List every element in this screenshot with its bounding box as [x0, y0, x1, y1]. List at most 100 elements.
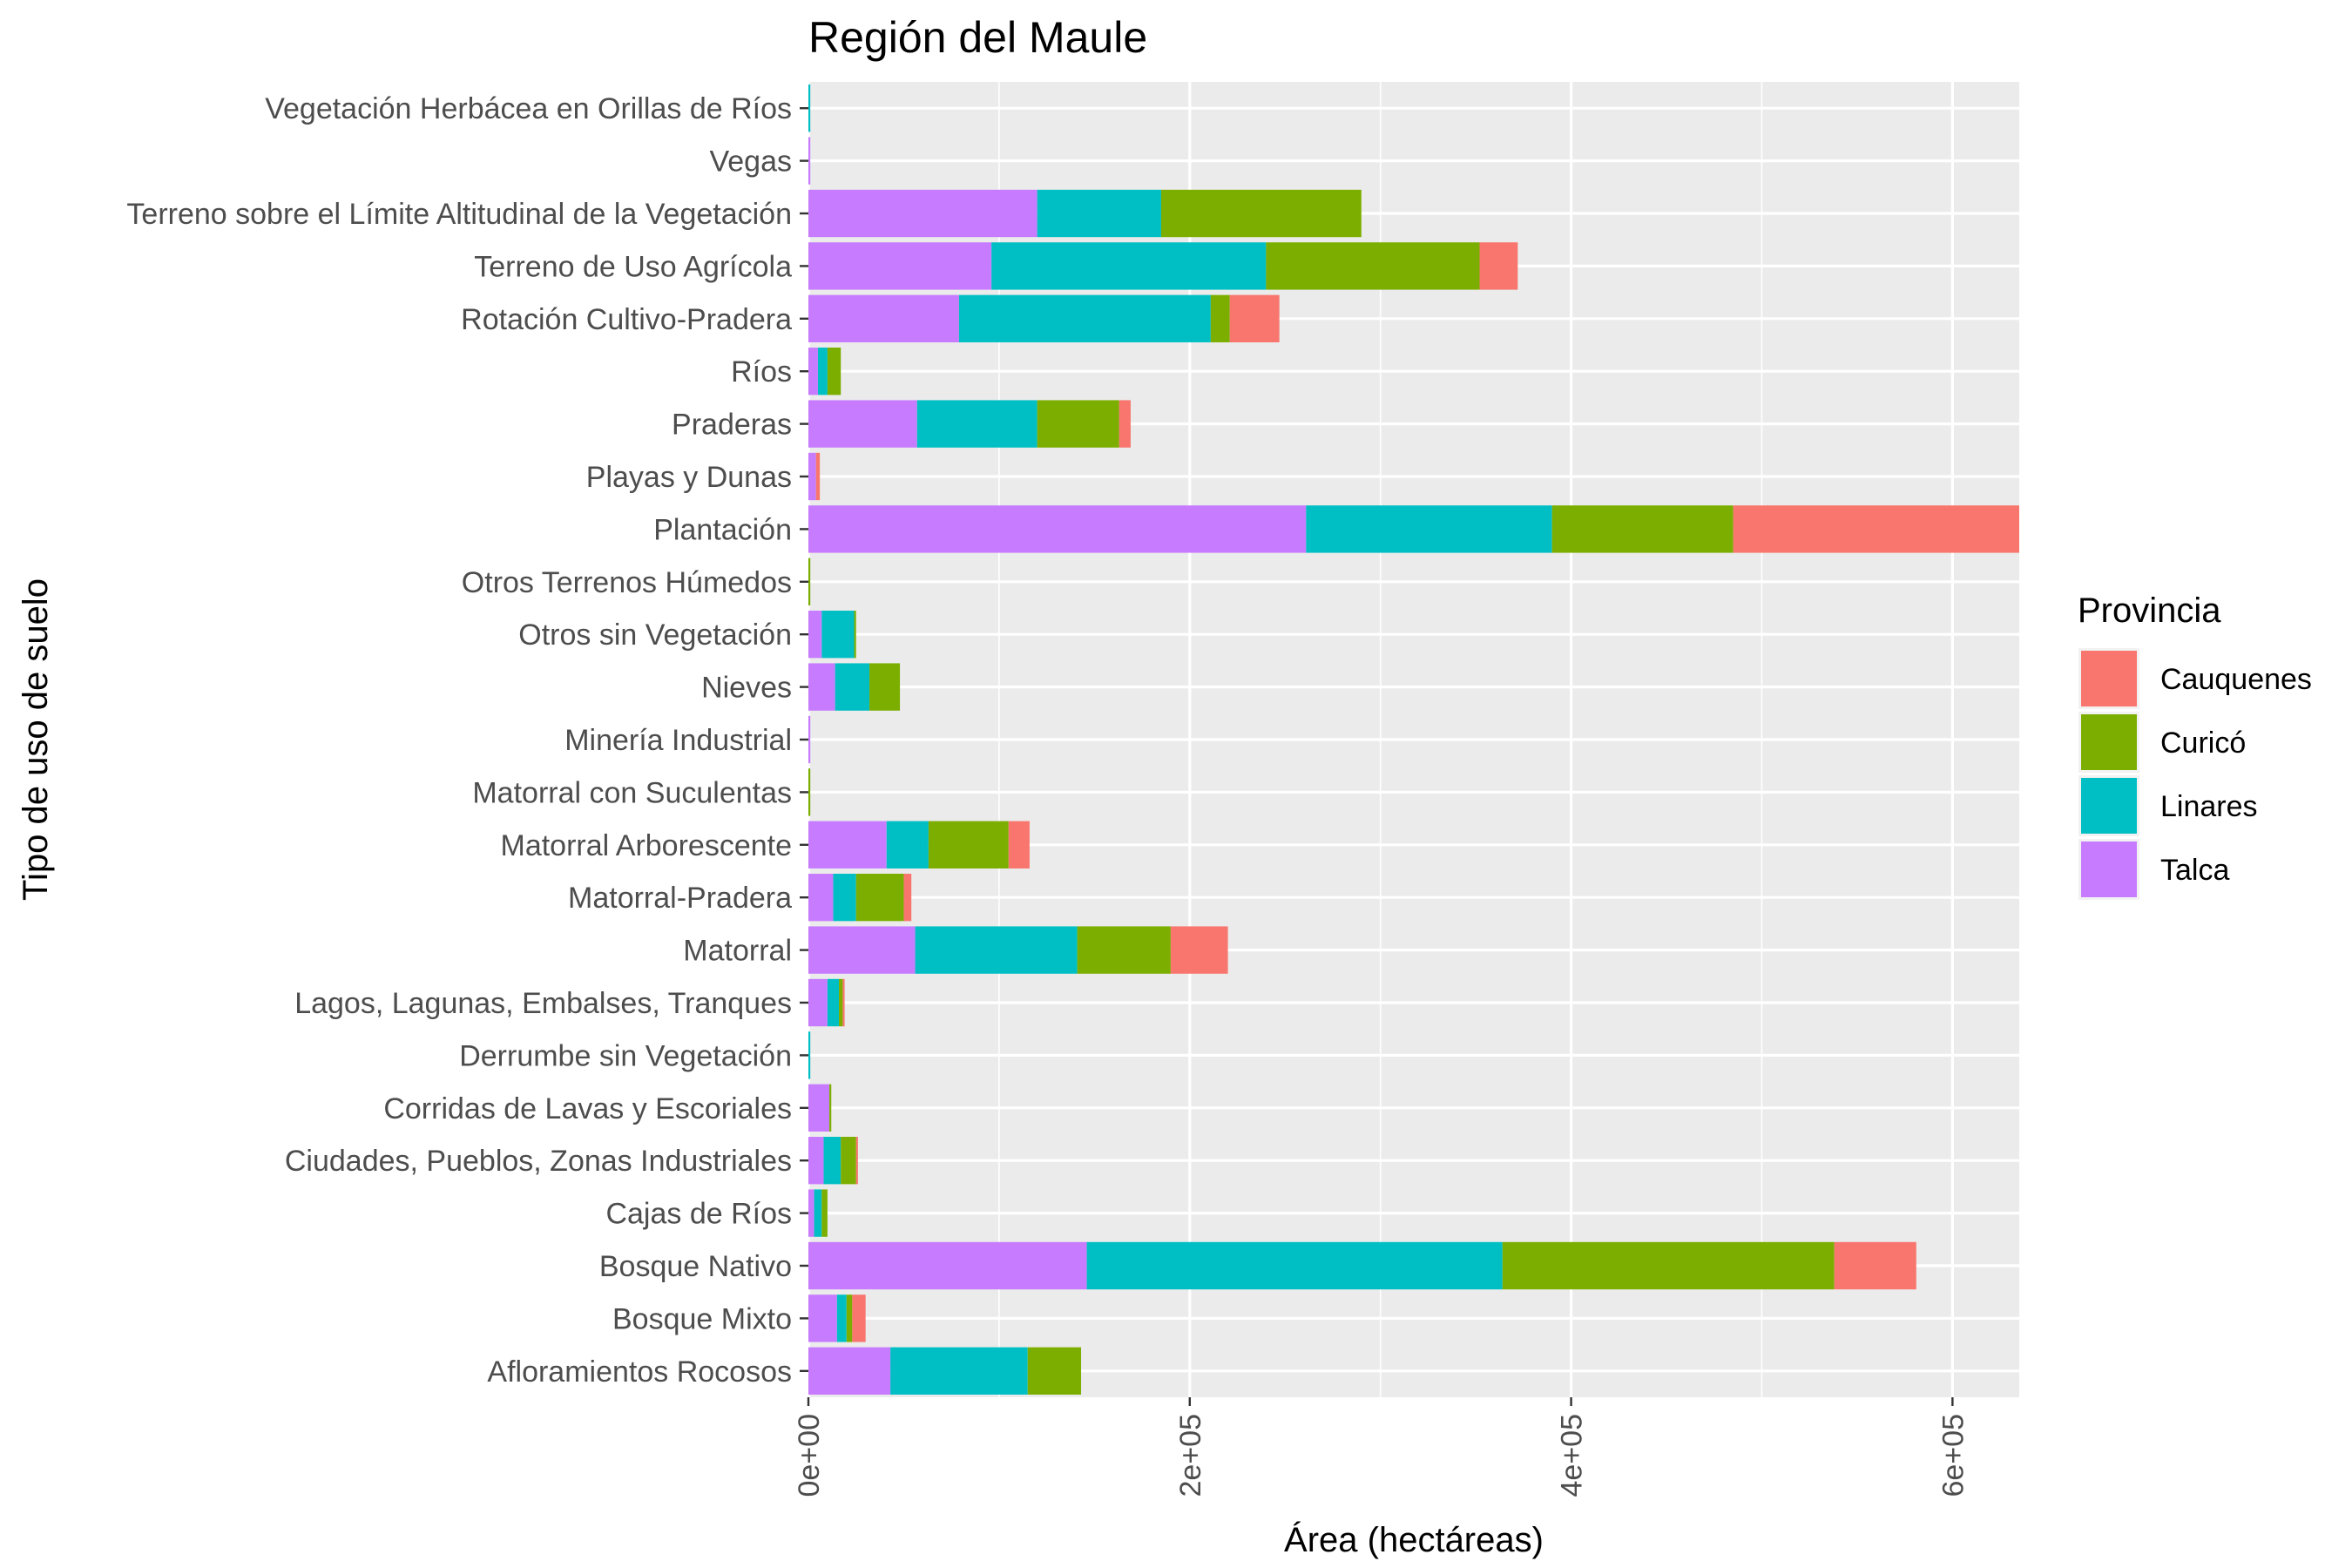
- bar-segment: [1170, 926, 1228, 974]
- category-label: Cajas de Ríos: [605, 1198, 792, 1231]
- value-tick-label: 2e+05: [1174, 1414, 1207, 1497]
- bar-segment: [808, 926, 916, 974]
- bar-segment: [1834, 1241, 1916, 1290]
- bar-segment: [821, 611, 855, 659]
- bar-segment: [808, 611, 822, 659]
- bar-segment: [915, 926, 1078, 974]
- bar-segment: [1210, 294, 1230, 342]
- category-label: Bosque Nativo: [599, 1250, 792, 1283]
- category-axis-labels: Afloramientos Rocosos Bosque Mixto Bosque …: [126, 92, 792, 1389]
- bar-segment: [842, 978, 845, 1027]
- bar-segment: [808, 663, 835, 711]
- value-tick-label: 4e+05: [1556, 1414, 1589, 1497]
- bar-segment: [808, 189, 1037, 238]
- bar-segment: [808, 84, 811, 132]
- category-axis-ticks: [800, 106, 808, 1373]
- legend-label: Linares: [2160, 790, 2258, 823]
- bar-segment: [991, 242, 1267, 290]
- category-label: Ciudades, Pueblos, Zonas Industriales: [285, 1145, 792, 1178]
- bar-segment: [808, 978, 828, 1027]
- bar-segment: [808, 558, 811, 605]
- bar-segment: [815, 452, 821, 501]
- category-label: Matorral con Suculentas: [472, 776, 792, 809]
- bar-segment: [916, 400, 1037, 448]
- bar-segment: [890, 1347, 1028, 1395]
- legend-title: Provincia: [2078, 591, 2221, 630]
- bar-segment: [808, 1294, 837, 1342]
- x-axis-title: Área (hectáreas): [1284, 1520, 1544, 1559]
- legend: Provincia Cauquenes Curicó Linares Talca: [2078, 591, 2312, 900]
- bar-segment: [835, 663, 870, 711]
- bar-segment: [808, 505, 1307, 553]
- category-label: Minería Industrial: [564, 724, 792, 757]
- category-label: Bosque Mixto: [612, 1302, 792, 1335]
- legend-label: Curicó: [2160, 727, 2246, 760]
- bar-segment: [821, 1189, 828, 1237]
- bar-segment: [808, 821, 887, 868]
- bar-segment: [869, 663, 901, 711]
- category-label: Corridas de Lavas y Escoriales: [383, 1092, 792, 1125]
- bar-segment: [808, 1347, 891, 1395]
- category-label: Afloramientos Rocosos: [487, 1355, 792, 1389]
- bar-segment: [855, 874, 904, 922]
- y-axis-title: Tipo de uso de suelo: [17, 578, 55, 901]
- bar-segment: [1160, 189, 1362, 238]
- bar-segment: [903, 874, 912, 922]
- bar-segment: [1008, 821, 1030, 868]
- bar-segment: [827, 978, 840, 1027]
- bar-segment: [1502, 1241, 1835, 1290]
- category-label: Playas y Dunas: [586, 461, 792, 494]
- bar-segment: [808, 1189, 814, 1237]
- legend-swatch: [2081, 778, 2137, 834]
- bar-segment: [1229, 294, 1280, 342]
- category-label: Matorral Arborescente: [501, 829, 793, 862]
- bar-segment: [833, 874, 856, 922]
- value-tick-label: 0e+00: [793, 1414, 826, 1497]
- bar-segment: [808, 1084, 830, 1132]
- category-label: Vegas: [709, 145, 792, 179]
- bars: [808, 84, 2019, 1395]
- bar-segment: [808, 874, 834, 922]
- bar-segment: [928, 821, 1009, 868]
- legend-swatch: [2081, 714, 2137, 770]
- bar-segment: [852, 1294, 866, 1342]
- value-axis-ticks: [807, 1397, 1954, 1406]
- category-label: Vegetación Herbácea en Orillas de Ríos: [265, 92, 792, 125]
- bar-segment: [1551, 505, 1734, 553]
- category-label: Otros sin Vegetación: [518, 618, 792, 652]
- category-label: Ríos: [731, 355, 792, 389]
- bar-segment: [886, 821, 929, 868]
- category-label: Rotación Cultivo-Pradera: [461, 303, 792, 336]
- bar-segment: [1119, 400, 1131, 448]
- bar-segment: [854, 611, 856, 659]
- category-label: Praderas: [672, 409, 792, 442]
- bar-segment: [855, 1137, 858, 1185]
- bar-segment: [808, 242, 992, 290]
- category-label: Nieves: [701, 672, 792, 705]
- legend-items: Cauquenes Curicó Linares Talca: [2078, 648, 2312, 900]
- legend-swatch: [2081, 651, 2137, 706]
- bar-segment: [841, 1137, 856, 1185]
- bar-segment: [817, 348, 828, 395]
- bar-segment: [814, 1189, 822, 1237]
- bar-segment: [808, 715, 811, 764]
- value-tick-label: 6e+05: [1936, 1414, 1970, 1497]
- bar-segment: [1266, 242, 1480, 290]
- category-label: Otros Terrenos Húmedos: [462, 566, 792, 599]
- category-label: Matorral-Pradera: [568, 882, 792, 915]
- bar-segment: [808, 137, 811, 185]
- category-label: Matorral: [683, 935, 792, 968]
- bar-segment: [1306, 505, 1552, 553]
- category-label: Lagos, Lagunas, Embalses, Tranques: [294, 987, 792, 1020]
- legend-label: Talca: [2160, 854, 2229, 887]
- bar-segment: [1479, 242, 1518, 290]
- bar-segment: [1037, 189, 1161, 238]
- bar-segment: [808, 452, 816, 501]
- bar-segment: [958, 294, 1211, 342]
- bar-segment: [1027, 1347, 1082, 1395]
- bar-segment: [1086, 1241, 1503, 1290]
- bar-segment: [808, 400, 917, 448]
- value-axis-labels: 0e+00 2e+05 4e+05 6e+05: [793, 1414, 1970, 1497]
- bar-segment: [823, 1137, 841, 1185]
